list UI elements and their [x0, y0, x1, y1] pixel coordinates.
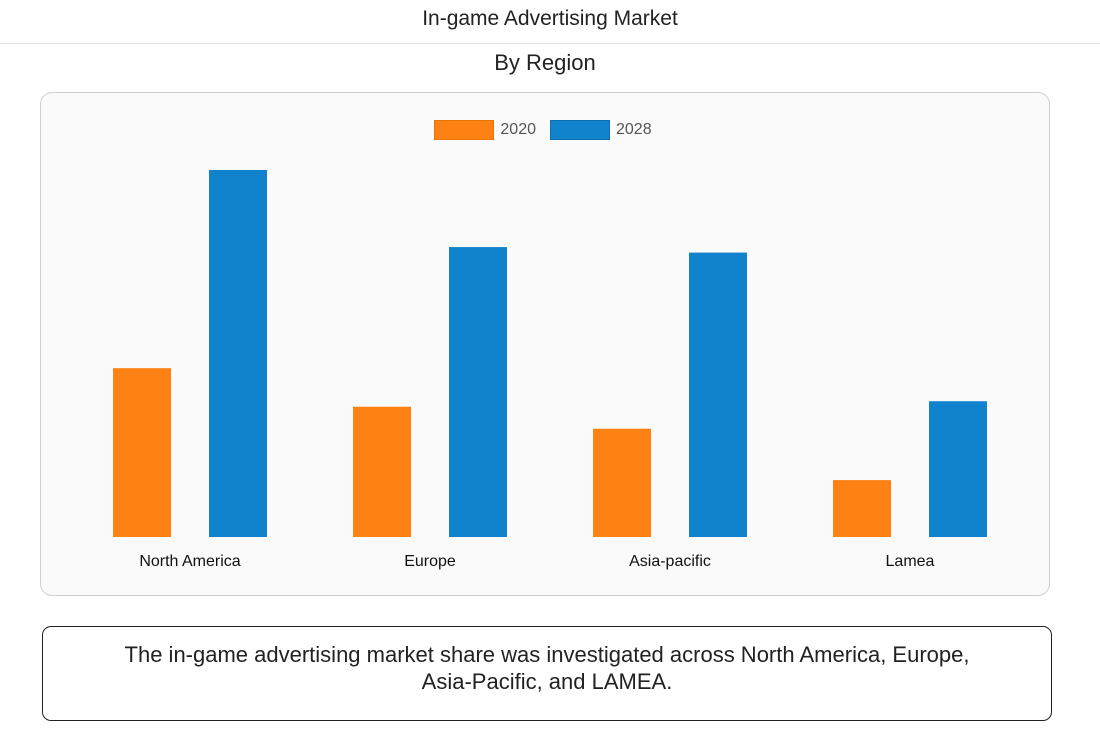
legend-swatch-2028	[550, 120, 610, 140]
page-title: In-game Advertising Market	[0, 0, 1100, 44]
legend-label-2020: 2020	[500, 121, 536, 138]
caption-text: The in-game advertising market share was…	[124, 642, 970, 694]
chart-legend: 2020 2028	[0, 118, 1086, 142]
legend-label-2028: 2028	[616, 121, 652, 138]
legend-item-2028[interactable]: 2028	[550, 120, 652, 140]
chart-panel	[40, 92, 1050, 596]
legend-swatch-2020	[434, 120, 495, 140]
caption-box: The in-game advertising market share was…	[42, 626, 1052, 721]
legend-item-2020[interactable]: 2020	[434, 120, 536, 140]
chart-title: By Region	[494, 50, 596, 75]
